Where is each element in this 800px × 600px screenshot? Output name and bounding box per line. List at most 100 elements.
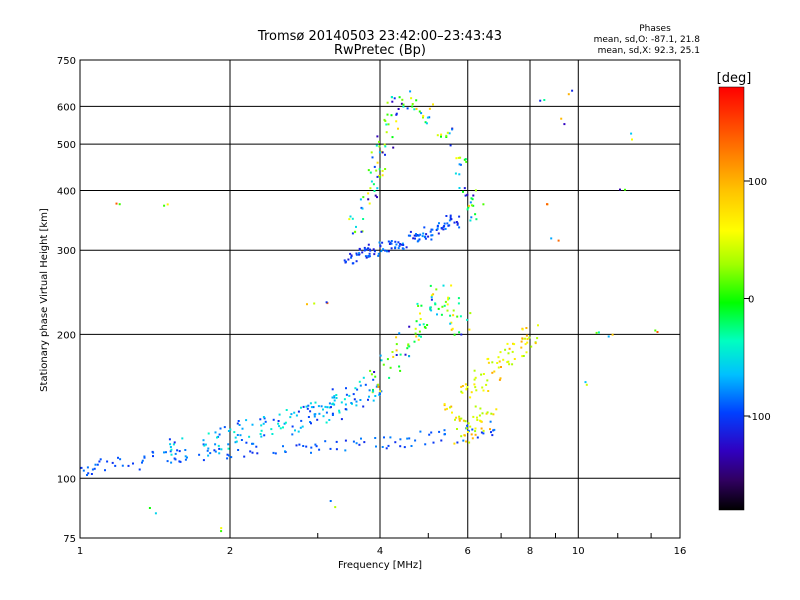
data-point (476, 419, 479, 421)
data-point (355, 442, 358, 445)
data-point (169, 443, 172, 446)
data-point (464, 383, 467, 386)
data-point (372, 183, 375, 186)
data-point (543, 99, 546, 101)
data-point (375, 144, 378, 147)
data-point (398, 365, 401, 368)
data-point (457, 156, 460, 159)
data-point (479, 407, 482, 410)
data-point (354, 230, 357, 233)
data-point (368, 252, 371, 255)
data-point (418, 330, 421, 333)
data-point (374, 437, 377, 439)
data-point (148, 507, 151, 509)
data-point (143, 455, 146, 458)
data-point (378, 241, 381, 244)
data-point (328, 406, 331, 409)
data-point (455, 221, 458, 223)
data-point (141, 459, 144, 462)
data-point (445, 136, 448, 138)
data-point (344, 439, 347, 442)
data-point (466, 318, 469, 321)
y-tick-label: 200 (57, 330, 76, 341)
data-point (186, 456, 188, 459)
data-point (343, 259, 346, 262)
data-point (408, 345, 411, 348)
data-point (379, 393, 381, 395)
data-point (241, 427, 244, 430)
data-point (302, 405, 305, 408)
data-point (406, 347, 409, 350)
data-point (511, 363, 514, 366)
data-point (474, 376, 477, 379)
data-point (282, 426, 284, 429)
data-point (272, 451, 275, 454)
data-point (115, 202, 118, 205)
data-point (377, 385, 380, 388)
data-point (426, 324, 429, 326)
data-point (474, 427, 477, 430)
data-point (132, 462, 134, 465)
data-point (482, 373, 485, 375)
data-point (380, 390, 383, 393)
data-point (282, 445, 284, 448)
data-point (379, 390, 382, 393)
data-point (404, 353, 407, 356)
data-point (314, 413, 317, 416)
data-point (432, 293, 435, 296)
data-point (491, 434, 494, 437)
data-point (458, 417, 461, 420)
data-point (382, 248, 385, 251)
data-point (474, 386, 477, 389)
data-point (465, 388, 468, 391)
data-point (557, 239, 560, 242)
data-point (451, 411, 453, 414)
data-point (395, 336, 398, 339)
data-point (367, 255, 370, 257)
data-point (417, 338, 420, 341)
data-point (473, 378, 476, 381)
data-point (325, 421, 328, 424)
x-tick-label: 4 (377, 546, 383, 557)
data-point (314, 401, 317, 404)
data-point (355, 404, 358, 407)
data-point (400, 102, 403, 105)
data-point (226, 457, 229, 460)
data-point (415, 320, 418, 323)
data-point (306, 303, 308, 306)
data-point (166, 460, 169, 463)
data-point (422, 114, 425, 117)
data-point (469, 425, 472, 428)
data-point (184, 449, 187, 451)
data-point (252, 442, 255, 445)
data-point (611, 333, 614, 336)
data-point (249, 450, 252, 453)
axis-ticks: 1 2 4 6 8 10 16 75 100 200 300 400 500 600 750 (57, 56, 686, 557)
data-point (429, 284, 432, 287)
data-point (392, 355, 395, 358)
data-point (498, 378, 501, 381)
data-point (260, 429, 263, 432)
data-point (384, 145, 387, 148)
data-point (367, 192, 370, 195)
data-point (277, 422, 280, 425)
data-point (432, 103, 434, 106)
data-point (344, 403, 347, 406)
data-point (264, 420, 267, 423)
data-point (332, 402, 335, 405)
data-point (335, 397, 338, 399)
data-point (141, 461, 143, 464)
data-point (363, 249, 366, 252)
data-point (490, 412, 493, 415)
data-point (362, 405, 365, 408)
data-point (402, 244, 405, 246)
data-point (425, 122, 428, 125)
x-axis-label: Frequency [MHz] (338, 560, 422, 571)
data-point (393, 97, 396, 100)
data-point (376, 187, 379, 190)
data-point (521, 355, 524, 358)
data-point (507, 352, 510, 355)
data-point (413, 234, 416, 237)
data-point (493, 428, 496, 431)
data-point (234, 436, 237, 439)
